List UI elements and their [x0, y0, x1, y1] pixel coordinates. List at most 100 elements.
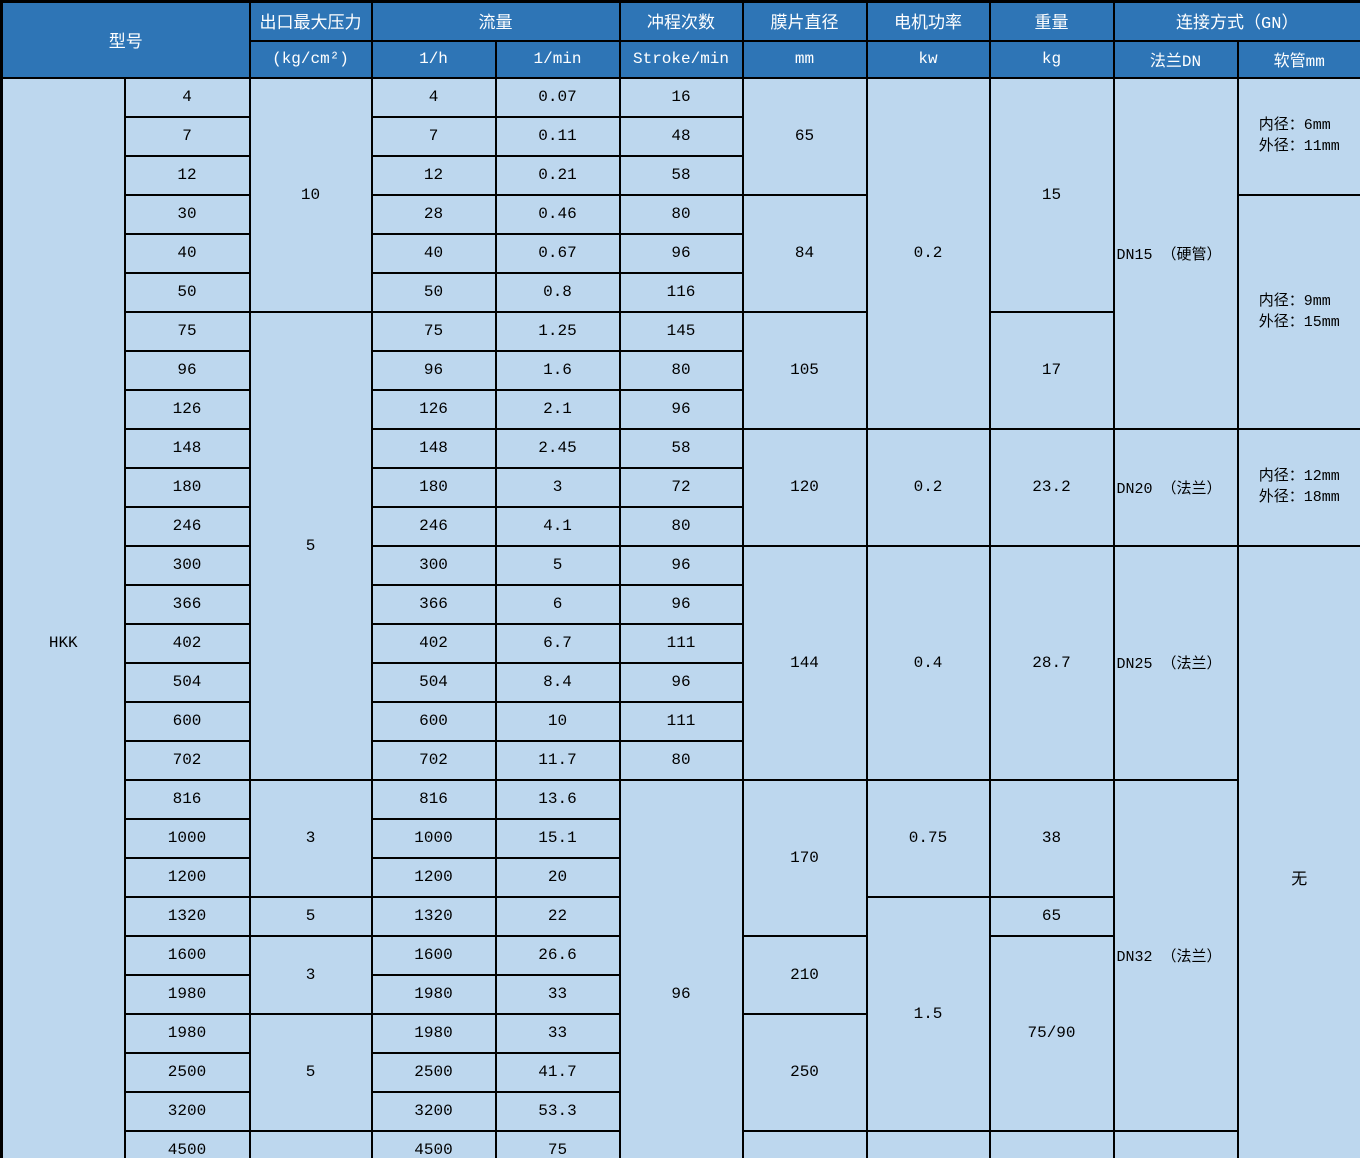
flow-lmin-cell: 0.8	[494, 271, 621, 313]
stroke-cell: 116	[618, 271, 744, 313]
flow-lh-cell: 366	[370, 583, 497, 625]
hose-line-inner: 内径：12mm	[1258, 468, 1340, 485]
model-cell: 1320	[123, 895, 251, 937]
flow-lmin-cell: 33	[494, 973, 621, 1015]
header-flow: 流量	[370, 0, 621, 42]
stroke-cell: 80	[618, 193, 744, 235]
pressure-cell: 3	[248, 934, 373, 1015]
weight-cell: 23.2	[988, 427, 1115, 547]
flow-lmin-cell: 41.7	[494, 1051, 621, 1093]
flow-lmin-cell: 11.7	[494, 739, 621, 781]
flow-lh-cell: 126	[370, 388, 497, 430]
table-row: 1320 5 1320 22 1.5 65	[2, 895, 1360, 1132]
table-row: 40 40 0.67 96	[2, 232, 1360, 274]
header-model: 型号	[0, 0, 251, 79]
table-row: 402 402 6.7 111	[2, 622, 1360, 664]
hose-cell: 内径：6mm 外径：11mm	[1236, 76, 1360, 196]
table-row: 600 600 10 111	[2, 700, 1360, 742]
table-row: 30 28 0.46 80 84 内径：9mm 外径：15mm	[2, 193, 1360, 430]
flow-lh-cell: 702	[370, 739, 497, 781]
flow-lh-cell: 3200	[370, 1090, 497, 1132]
model-cell: 50	[123, 271, 251, 313]
flow-lh-cell: 4500	[370, 1129, 497, 1158]
table-row: 246 246 4.1 80	[2, 505, 1360, 547]
flow-lh-cell: 2500	[370, 1051, 497, 1093]
power-cell: 0.2	[865, 76, 991, 430]
flow-lh-cell: 40	[370, 232, 497, 274]
flow-lmin-cell: 8.4	[494, 661, 621, 703]
stroke-cell: 80	[618, 505, 744, 547]
flow-lmin-cell: 75	[494, 1129, 621, 1158]
stroke-cell: 111	[618, 622, 744, 664]
power-cell: 0.4	[865, 544, 991, 781]
flow-lh-cell: 816	[370, 778, 497, 820]
model-cell: 816	[123, 778, 251, 820]
flow-lmin-cell: 20	[494, 856, 621, 898]
model-cell: 12	[123, 154, 251, 196]
table-row: 2500 2500 41.7	[2, 1051, 1360, 1093]
model-cell: 180	[123, 466, 251, 508]
flow-lh-cell: 402	[370, 622, 497, 664]
table-row: 96 96 1.6 80	[2, 349, 1360, 391]
flow-lmin-cell: 5	[494, 544, 621, 586]
header-weight: 重量	[988, 0, 1115, 42]
flow-lmin-cell: 0.07	[494, 76, 621, 118]
hose-cell: 内径：9mm 外径：15mm	[1236, 193, 1360, 430]
header-flange-dn: 法兰DN	[1112, 39, 1239, 79]
hose-line-outer: 外径：15mm	[1258, 313, 1340, 331]
stroke-cell: 96	[618, 388, 744, 430]
table-row: 7 7 0.11 48	[2, 115, 1360, 157]
model-cell: 4	[123, 76, 251, 118]
stroke-cell: 80	[618, 349, 744, 391]
diaphragm-cell: 210	[741, 934, 868, 1015]
flow-lh-cell: 1320	[370, 895, 497, 937]
hose-line-inner: 内径：6mm	[1258, 117, 1331, 134]
flow-lmin-cell: 15.1	[494, 817, 621, 859]
model-cell: 2500	[123, 1051, 251, 1093]
flange-cell: DN20 （法兰）	[1112, 427, 1239, 547]
model-cell: 4500	[123, 1129, 251, 1158]
table-row: 1980 1980 33	[2, 973, 1360, 1015]
model-cell: 600	[123, 700, 251, 742]
model-cell: 702	[123, 739, 251, 781]
flow-lmin-cell: 0.46	[494, 193, 621, 235]
table-row: 1000 1000 15.1	[2, 817, 1360, 859]
header-stroke: 冲程次数	[618, 0, 744, 42]
weight-cell: 38	[988, 778, 1115, 898]
pressure-cell: 5	[248, 310, 373, 781]
flow-lmin-cell: 2.45	[494, 427, 621, 469]
model-cell: 3200	[123, 1090, 251, 1132]
hose-line-outer: 外径：11mm	[1258, 138, 1340, 155]
stroke-cell: 96	[618, 661, 744, 703]
model-cell: 96	[123, 349, 251, 391]
header-max-pressure: 出口最大压力	[248, 0, 373, 42]
pressure-cell: 5	[248, 895, 373, 937]
model-cell: 30	[123, 193, 251, 235]
model-cell: 1000	[123, 817, 251, 859]
table-row: 702 702 11.7 80	[2, 739, 1360, 781]
hose-cell: 内径：12mm 外径：18mm	[1236, 427, 1360, 547]
flow-lmin-cell: 13.6	[494, 778, 621, 820]
flow-lh-cell: 4	[370, 76, 497, 118]
flow-lh-cell: 1200	[370, 856, 497, 898]
flow-lh-cell: 1600	[370, 934, 497, 976]
hose-line-inner: 内径：9mm	[1258, 292, 1331, 310]
pressure-cell: 5	[248, 1012, 373, 1132]
flow-lmin-cell: 3	[494, 466, 621, 508]
header-motor-power: 电机功率	[865, 0, 991, 42]
diaphragm-cell: 105	[741, 310, 868, 430]
flow-lh-cell: 148	[370, 427, 497, 469]
hose-cell: 无	[1236, 544, 1360, 1158]
flow-lmin-cell: 6	[494, 583, 621, 625]
table-row: 12 12 0.21 58	[2, 154, 1360, 196]
header-stroke-unit: Stroke/min	[618, 39, 744, 79]
flow-lmin-cell: 2.1	[494, 388, 621, 430]
flow-lh-cell: 1980	[370, 973, 497, 1015]
header-diaphragm-unit: mm	[741, 39, 868, 79]
power-cell: 1.5/2.2	[865, 1129, 991, 1158]
diaphragm-cell: 65	[741, 76, 868, 196]
flow-lmin-cell: 6.7	[494, 622, 621, 664]
header-hose-mm: 软管mm	[1236, 39, 1360, 79]
table-row: 1980 5 1980 33 250	[2, 1012, 1360, 1132]
